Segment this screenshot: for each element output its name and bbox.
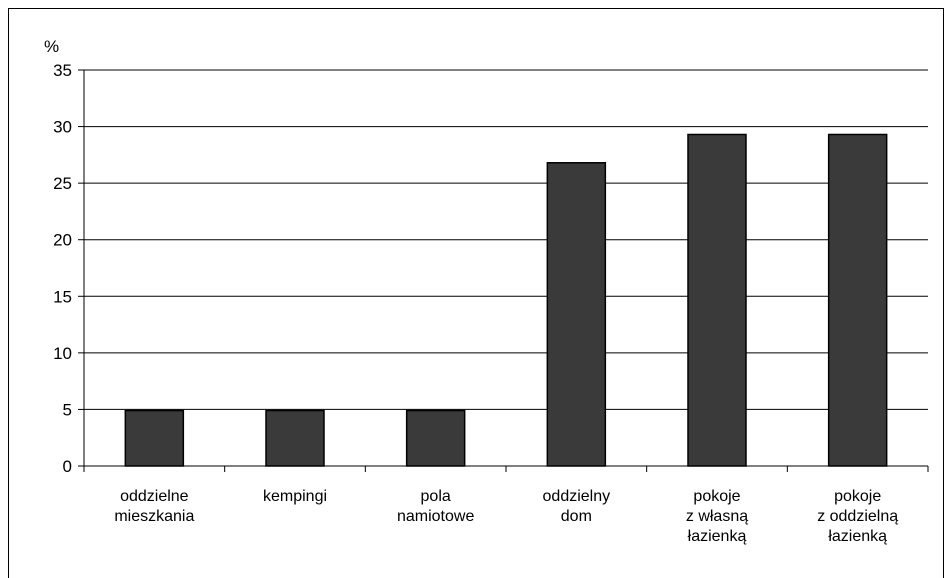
y-tick-label: 15	[53, 287, 72, 306]
bar	[827, 133, 888, 467]
bar	[405, 409, 466, 467]
category-label-line: pokoje	[693, 488, 740, 505]
y-tick-label: 30	[53, 118, 72, 137]
category-label-line: pola	[421, 488, 451, 505]
category-label-line: namiotowe	[397, 508, 474, 525]
bar	[265, 409, 325, 467]
bars-layer	[124, 133, 888, 467]
y-axis-label: %	[44, 37, 59, 56]
y-ticks-layer: 0 5 10 15 20 25 30 35	[53, 61, 72, 476]
category-label-line: z własną	[686, 508, 748, 525]
category-label-line: z oddzielną	[817, 508, 898, 525]
category-label: oddzielny dom	[543, 488, 611, 525]
category-label-line: łazienką	[828, 528, 887, 545]
y-tick-label: 25	[53, 174, 72, 193]
grid-layer	[84, 69, 928, 410]
y-tick-label: 20	[53, 231, 72, 250]
category-label-line: kempingi	[263, 488, 327, 505]
y-tick-label: 5	[63, 400, 72, 419]
chart-frame	[8, 8, 944, 578]
category-label: pola namiotowe	[397, 488, 474, 525]
y-tick-label: 0	[63, 457, 72, 476]
category-label: pokoje z oddzielną łazienką	[817, 488, 898, 545]
category-label: pokoje z własną łazienką	[686, 488, 748, 545]
category-label-line: łazienką	[688, 528, 747, 545]
category-label: oddzielne mieszkania	[114, 488, 194, 525]
bar	[687, 133, 747, 467]
bar	[124, 409, 185, 467]
category-label: kempingi	[263, 488, 327, 505]
category-label-line: mieszkania	[114, 508, 194, 525]
category-label-line: dom	[561, 508, 592, 525]
bar	[546, 162, 607, 467]
category-label-line: oddzielny	[543, 488, 611, 505]
y-tick-label: 35	[53, 61, 72, 80]
category-labels-layer: oddzielne mieszkania kempingi pola namiotowe…	[114, 488, 898, 545]
category-label-line: pokoje	[834, 488, 881, 505]
axis-layer: %	[44, 37, 929, 472]
category-label-line: oddzielne	[120, 488, 189, 505]
y-tick-label: 10	[53, 344, 72, 363]
